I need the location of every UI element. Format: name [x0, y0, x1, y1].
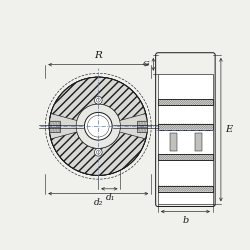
- Bar: [158, 186, 213, 192]
- Bar: [195, 133, 202, 150]
- Bar: [158, 192, 213, 204]
- Text: d₂: d₂: [94, 198, 103, 207]
- Bar: [158, 124, 213, 130]
- Text: b: b: [182, 216, 188, 225]
- Bar: [49, 121, 60, 132]
- Bar: [158, 154, 213, 160]
- Bar: [158, 99, 213, 105]
- Circle shape: [49, 77, 148, 175]
- Circle shape: [76, 104, 120, 148]
- Bar: [170, 133, 177, 150]
- Bar: [158, 74, 213, 99]
- Bar: [158, 160, 213, 186]
- Circle shape: [88, 116, 109, 137]
- Circle shape: [94, 148, 102, 156]
- Circle shape: [84, 112, 112, 140]
- Bar: [158, 186, 213, 192]
- Text: G: G: [143, 60, 150, 68]
- Bar: [158, 99, 213, 105]
- Bar: [158, 105, 213, 124]
- Text: E: E: [225, 125, 232, 134]
- Circle shape: [94, 96, 102, 104]
- Bar: [158, 154, 213, 160]
- Bar: [158, 124, 213, 130]
- Circle shape: [49, 77, 148, 175]
- Text: R: R: [94, 52, 102, 60]
- Bar: [137, 121, 147, 132]
- Circle shape: [96, 150, 100, 154]
- Polygon shape: [51, 132, 146, 175]
- Text: d₁: d₁: [106, 193, 115, 202]
- Polygon shape: [51, 77, 146, 120]
- Circle shape: [96, 98, 100, 102]
- Bar: [158, 130, 213, 154]
